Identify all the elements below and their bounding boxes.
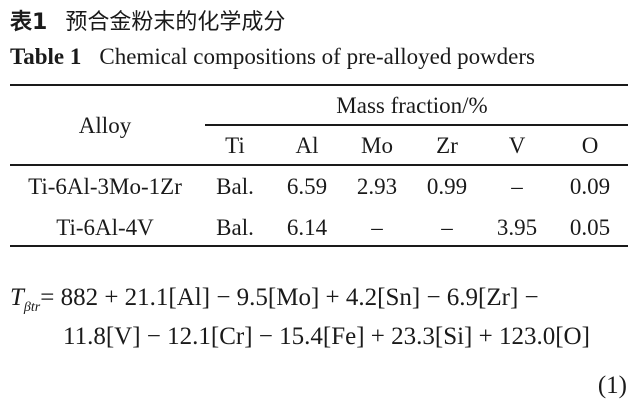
cell-mo: 2.93 <box>356 174 398 199</box>
caption-text-en: Chemical compositions of pre-alloyed pow… <box>99 44 535 69</box>
equation-line-1: Tβtr= 882 + 21.1[Al] − 9.5[Mo] + 4.2[Sn]… <box>10 284 539 316</box>
cell-o: 0.05 <box>569 215 611 240</box>
group-header-rule <box>205 124 628 126</box>
equation-line-2: 11.8[V] − 12.1[Cr] − 15.4[Fe] + 23.3[Si]… <box>63 323 590 350</box>
equation-lhs-symbol: T <box>10 284 24 311</box>
cell-al: 6.14 <box>286 215 328 240</box>
cell-al: 6.59 <box>286 174 328 199</box>
header-o: O <box>581 133 599 158</box>
alloy-name: Ti-6Al-3Mo-1Zr <box>28 174 182 199</box>
header-al: Al <box>295 133 319 158</box>
header-ti: Ti <box>225 133 245 158</box>
header-bottom-rule <box>10 164 628 166</box>
cell-zr: 0.99 <box>426 174 468 199</box>
header-alloy: Alloy <box>78 113 132 138</box>
cell-ti: Bal. <box>216 174 254 199</box>
header-v: V <box>508 133 526 158</box>
header-zr: Zr <box>436 133 458 158</box>
table-caption-chinese: 表1 预合金粉末的化学成分 <box>10 4 285 36</box>
table-label-cn: 表1 <box>10 10 48 35</box>
cell-mo: – <box>371 215 383 240</box>
cell-v: – <box>511 174 523 199</box>
equation-lhs-subscript: βtr <box>23 300 41 315</box>
header-mass-fraction: Mass fraction/% <box>336 93 488 118</box>
caption-text-cn: 预合金粉末的化学成分 <box>65 10 286 35</box>
equation-rhs-1: = 882 + 21.1[Al] − 9.5[Mo] + 4.2[Sn] − 6… <box>40 284 539 311</box>
table-caption-english: Table 1 Chemical compositions of pre-allo… <box>10 44 535 70</box>
cell-o: 0.09 <box>569 174 611 199</box>
table-bottom-rule <box>10 245 628 247</box>
equation-number: (1) <box>597 372 627 399</box>
alloy-name: Ti-6Al-4V <box>56 215 154 240</box>
cell-ti: Bal. <box>216 215 254 240</box>
table-label-en: Table 1 <box>10 44 82 69</box>
table-top-rule <box>10 84 628 86</box>
cell-zr: – <box>441 215 453 240</box>
header-mo: Mo <box>361 133 393 158</box>
cell-v: 3.95 <box>496 215 538 240</box>
